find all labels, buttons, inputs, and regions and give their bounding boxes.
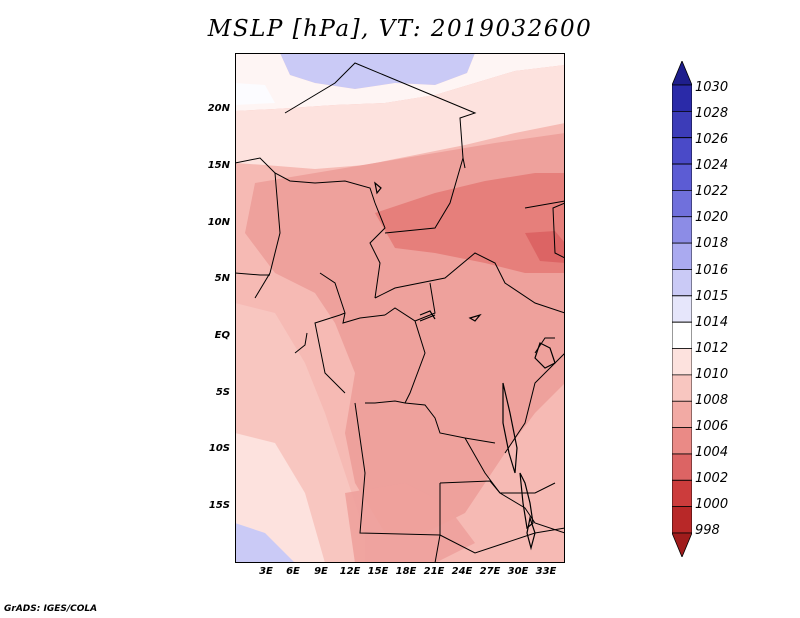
colorbar-segment xyxy=(672,216,692,244)
colorbar-segment xyxy=(672,321,692,349)
colorbar-segment xyxy=(672,348,692,376)
colorbar-segment xyxy=(672,137,692,165)
colorbar-label-1004: 1004 xyxy=(695,445,729,460)
lon-label-30e: 30E xyxy=(507,566,529,577)
colorbar-label-1020: 1020 xyxy=(695,210,729,225)
colorbar-segment xyxy=(672,242,692,270)
colorbar-label-1016: 1016 xyxy=(695,263,729,278)
colorbar-label-1006: 1006 xyxy=(695,419,729,434)
colorbar-segment xyxy=(672,190,692,218)
lat-label-5n: 5N xyxy=(214,273,230,284)
pressure-band-1008-south xyxy=(345,483,475,563)
lat-label-eq: EQ xyxy=(214,330,230,341)
colorbar-segment xyxy=(672,427,692,455)
lon-label-6e: 6E xyxy=(286,566,300,577)
colorbar-label-1030: 1030 xyxy=(695,80,729,95)
pressure-band-1012 xyxy=(235,65,565,169)
lat-label-10s: 10S xyxy=(208,443,230,454)
colorbar-segment xyxy=(672,295,692,323)
colorbar-label-1002: 1002 xyxy=(695,471,729,486)
colorbar-label-1022: 1022 xyxy=(695,184,729,199)
colorbar xyxy=(672,61,692,557)
colorbar-segment xyxy=(672,453,692,481)
pressure-band-1004 xyxy=(525,231,565,263)
colorbar-label-1008: 1008 xyxy=(695,393,729,408)
colorbar-bottom-arrow xyxy=(672,532,692,557)
pressure-band-1014 xyxy=(235,53,565,111)
map-frame xyxy=(235,53,565,563)
lat-label-10n: 10N xyxy=(207,217,230,228)
high-pressure-zone-south xyxy=(235,523,295,563)
map-title: MSLP [hPa], VT: 2019032600 xyxy=(207,16,593,42)
colorbar-label-1024: 1024 xyxy=(695,158,729,173)
lon-label-9e: 9E xyxy=(314,566,328,577)
lon-label-3e: 3E xyxy=(259,566,273,577)
colorbar-label-1018: 1018 xyxy=(695,236,729,251)
pressure-band-1006 xyxy=(375,173,565,273)
colorbar-label-1012: 1012 xyxy=(695,341,729,356)
lat-label-20n: 20N xyxy=(207,103,230,114)
colorbar-label-1028: 1028 xyxy=(695,106,729,121)
lat-label-5s: 5S xyxy=(215,387,230,398)
colorbar-top-arrow xyxy=(672,61,692,86)
colorbar-label-1010: 1010 xyxy=(695,367,729,382)
pressure-map xyxy=(235,53,565,563)
country-boundaries xyxy=(235,62,565,563)
colorbar-segment xyxy=(672,374,692,402)
lon-label-15e: 15E xyxy=(367,566,389,577)
colorbar-label-1015: 1015 xyxy=(695,289,729,304)
colorbar-segment xyxy=(672,163,692,191)
lon-label-27e: 27E xyxy=(479,566,501,577)
lon-label-12e: 12E xyxy=(339,566,361,577)
colorbar-segment xyxy=(672,506,692,534)
colorbar-segment xyxy=(672,479,692,508)
colorbar-label-998: 998 xyxy=(695,523,720,538)
colorbar-label-1014: 1014 xyxy=(695,315,729,330)
lat-label-15n: 15N xyxy=(207,160,230,171)
lon-label-33e: 33E xyxy=(535,566,557,577)
colorbar-segment xyxy=(672,269,692,297)
colorbar-segment xyxy=(672,110,692,139)
colorbar-label-1026: 1026 xyxy=(695,132,729,147)
grads-credit: GrADS: IGES/COLA xyxy=(4,604,98,614)
high-pressure-zone xyxy=(280,53,475,89)
lat-label-15s: 15S xyxy=(208,500,230,511)
lon-label-21e: 21E xyxy=(423,566,445,577)
colorbar-segment xyxy=(672,84,692,112)
lon-label-24e: 24E xyxy=(451,566,473,577)
colorbar-label-1000: 1000 xyxy=(695,497,729,512)
lake-outlines xyxy=(374,181,556,551)
lon-label-18e: 18E xyxy=(395,566,417,577)
colorbar-segment xyxy=(672,400,692,428)
